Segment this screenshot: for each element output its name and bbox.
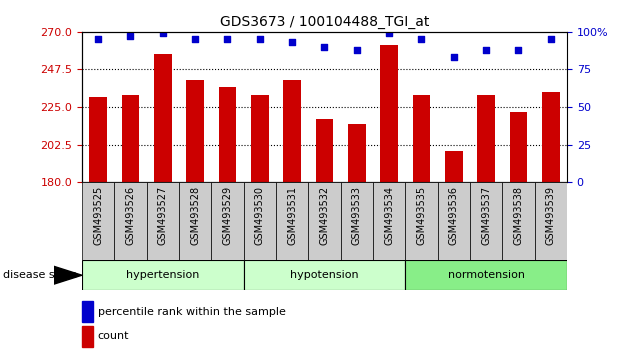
Bar — [89, 97, 107, 182]
Bar — [405, 182, 438, 260]
Bar — [348, 124, 365, 182]
Text: GSM493528: GSM493528 — [190, 186, 200, 245]
Bar — [147, 182, 179, 260]
Point — [384, 30, 394, 36]
Point — [222, 36, 232, 42]
Text: GSM493532: GSM493532 — [319, 186, 329, 245]
Text: normotension: normotension — [448, 270, 525, 280]
Text: percentile rank within the sample: percentile rank within the sample — [98, 307, 285, 316]
Text: GSM493539: GSM493539 — [546, 186, 556, 245]
Bar — [316, 119, 333, 182]
Point — [481, 47, 491, 53]
Point — [125, 34, 135, 39]
Bar — [251, 95, 268, 182]
Text: GSM493535: GSM493535 — [416, 186, 427, 245]
Point — [416, 36, 427, 42]
Bar — [445, 150, 462, 182]
Text: GSM493531: GSM493531 — [287, 186, 297, 245]
Point — [158, 30, 168, 36]
Text: GSM493536: GSM493536 — [449, 186, 459, 245]
Text: GSM493525: GSM493525 — [93, 186, 103, 245]
Point — [546, 36, 556, 42]
Text: hypertension: hypertension — [126, 270, 200, 280]
Text: GSM493529: GSM493529 — [222, 186, 232, 245]
Bar — [413, 95, 430, 182]
Bar — [82, 182, 114, 260]
Bar — [284, 80, 301, 182]
Bar — [510, 112, 527, 182]
Title: GDS3673 / 100104488_TGI_at: GDS3673 / 100104488_TGI_at — [220, 16, 429, 29]
Bar — [244, 182, 276, 260]
Text: GSM493533: GSM493533 — [352, 186, 362, 245]
Point — [513, 47, 524, 53]
Bar — [542, 92, 559, 182]
Text: GSM493526: GSM493526 — [125, 186, 135, 245]
Bar — [276, 182, 308, 260]
Bar — [308, 182, 341, 260]
Text: GSM493534: GSM493534 — [384, 186, 394, 245]
Point — [352, 47, 362, 53]
Bar — [211, 182, 244, 260]
Text: GSM493538: GSM493538 — [513, 186, 524, 245]
Bar — [470, 182, 502, 260]
Polygon shape — [54, 266, 82, 284]
Bar — [186, 80, 204, 182]
Point — [93, 36, 103, 42]
Bar — [535, 182, 567, 260]
Text: count: count — [98, 331, 129, 341]
Point — [287, 40, 297, 45]
Text: hypotension: hypotension — [290, 270, 358, 280]
Bar — [502, 182, 535, 260]
Bar — [478, 95, 495, 182]
Bar — [244, 260, 405, 290]
Point — [449, 55, 459, 60]
Bar — [405, 260, 567, 290]
Text: GSM493530: GSM493530 — [255, 186, 265, 245]
Text: GSM493527: GSM493527 — [158, 186, 168, 245]
Bar — [154, 53, 171, 182]
Bar — [341, 182, 373, 260]
Point — [319, 44, 329, 50]
Bar — [122, 95, 139, 182]
Bar — [179, 182, 211, 260]
Bar — [438, 182, 470, 260]
Text: GSM493537: GSM493537 — [481, 186, 491, 245]
Bar — [219, 87, 236, 182]
Point — [255, 36, 265, 42]
Bar — [373, 182, 405, 260]
Point — [190, 36, 200, 42]
Bar — [82, 260, 244, 290]
Bar — [381, 45, 398, 182]
Text: disease state: disease state — [3, 270, 77, 280]
Bar — [114, 182, 147, 260]
